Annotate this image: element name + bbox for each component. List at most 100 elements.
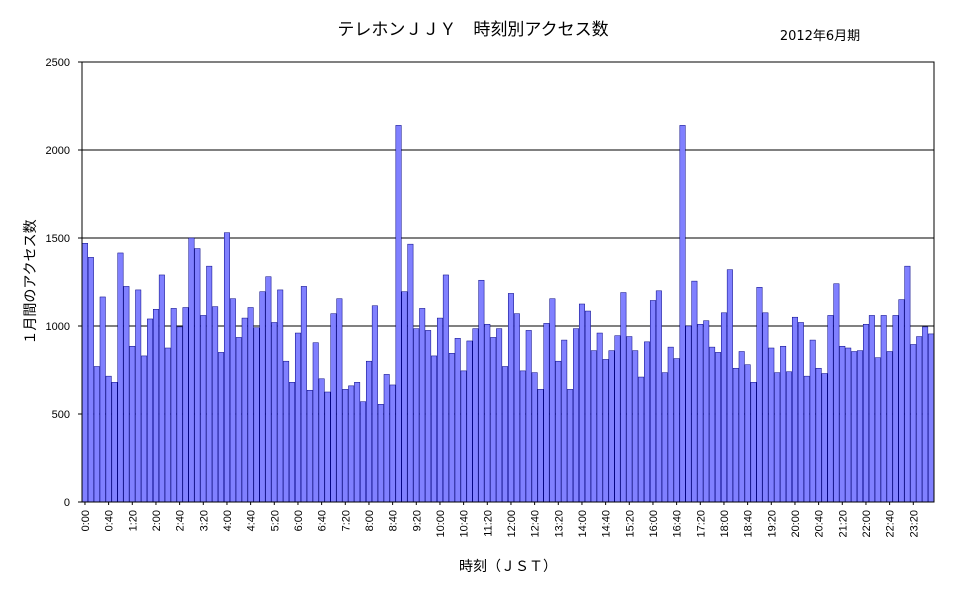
bar <box>111 382 118 503</box>
bar <box>679 125 686 503</box>
bar <box>123 286 130 503</box>
bar <box>247 307 254 503</box>
bar <box>360 401 367 503</box>
bar <box>655 290 662 503</box>
bar <box>644 341 651 503</box>
y-tick-label: 1000 <box>46 321 70 333</box>
bar <box>442 274 449 503</box>
x-tick-label: 14:40 <box>601 510 613 538</box>
x-tick-label: 5:20 <box>269 510 281 531</box>
bar <box>928 333 935 503</box>
x-tick-label: 1:20 <box>127 510 139 531</box>
bar <box>448 353 455 503</box>
bar <box>537 389 544 503</box>
bar <box>851 351 858 503</box>
bar <box>105 375 112 503</box>
bar <box>638 376 645 503</box>
x-tick-label: 16:40 <box>672 510 684 538</box>
bar <box>567 389 574 503</box>
bar <box>223 232 230 503</box>
bar <box>584 310 591 503</box>
bar <box>709 346 716 503</box>
bar <box>632 350 639 503</box>
bar <box>419 308 426 503</box>
bar <box>152 309 159 503</box>
bar <box>703 320 710 503</box>
bar <box>555 360 562 503</box>
bar <box>697 323 704 503</box>
bar <box>87 257 94 503</box>
bar <box>158 274 165 503</box>
bar <box>519 370 526 503</box>
bar <box>478 279 485 503</box>
bar <box>218 352 225 503</box>
bar <box>253 327 260 503</box>
bar <box>277 289 284 503</box>
bar <box>395 125 402 503</box>
bar <box>661 372 668 503</box>
bar <box>756 287 763 503</box>
bar <box>348 385 355 503</box>
bar <box>738 351 745 503</box>
bar <box>531 372 538 503</box>
x-tick-label: 20:00 <box>790 510 802 538</box>
chart-period: 2012年6月期 <box>780 29 860 44</box>
x-tick-label: 22:00 <box>861 510 873 538</box>
x-tick-label: 9:20 <box>411 510 423 531</box>
bar <box>791 316 798 503</box>
y-tick-label: 0 <box>64 497 70 509</box>
bar <box>289 382 296 503</box>
bar <box>413 328 420 503</box>
bar <box>235 337 242 503</box>
bar <box>241 317 248 503</box>
bar <box>620 292 627 503</box>
bar <box>271 322 278 503</box>
bar <box>602 359 609 503</box>
bar <box>904 265 911 503</box>
bar <box>484 323 491 503</box>
bar <box>283 360 290 503</box>
bar <box>472 328 479 503</box>
bar <box>667 346 674 503</box>
x-tick-label: 14:00 <box>577 510 589 538</box>
bar <box>460 370 467 503</box>
bar <box>726 269 733 503</box>
y-tick-label: 2500 <box>46 57 70 69</box>
bar <box>377 404 384 503</box>
bar <box>691 280 698 503</box>
bar <box>762 312 769 503</box>
bar <box>141 355 148 503</box>
bar <box>164 347 171 503</box>
bar <box>839 345 846 503</box>
x-axis-label: 時刻（ＪＳＴ） <box>459 559 557 575</box>
bar <box>312 342 319 503</box>
bar <box>874 357 881 503</box>
y-tick-label: 2000 <box>46 145 70 157</box>
y-tick-label: 1500 <box>46 233 70 245</box>
bar <box>371 305 378 503</box>
bar <box>880 315 887 503</box>
bar <box>194 248 201 503</box>
bar <box>454 338 461 503</box>
bar <box>744 364 751 503</box>
bar <box>833 283 840 503</box>
bar <box>182 307 189 503</box>
bar <box>206 265 213 503</box>
bar <box>259 291 266 503</box>
x-tick-label: 10:40 <box>459 510 471 538</box>
bar <box>786 371 793 503</box>
bar <box>466 340 473 503</box>
bar <box>294 332 301 503</box>
bar <box>401 291 408 503</box>
x-tick-label: 21:20 <box>837 510 849 538</box>
y-axis-ticks: 0 500 1000 1500 2000 2500 <box>46 57 82 509</box>
bar <box>608 350 615 503</box>
x-tick-label: 0:00 <box>80 510 92 531</box>
bar <box>715 352 722 503</box>
x-tick-label: 17:20 <box>695 510 707 538</box>
x-tick-label: 0:40 <box>104 510 116 531</box>
x-tick-label: 4:40 <box>246 510 258 531</box>
bar <box>490 337 497 503</box>
bar <box>780 345 787 503</box>
x-tick-label: 23:20 <box>908 510 920 538</box>
